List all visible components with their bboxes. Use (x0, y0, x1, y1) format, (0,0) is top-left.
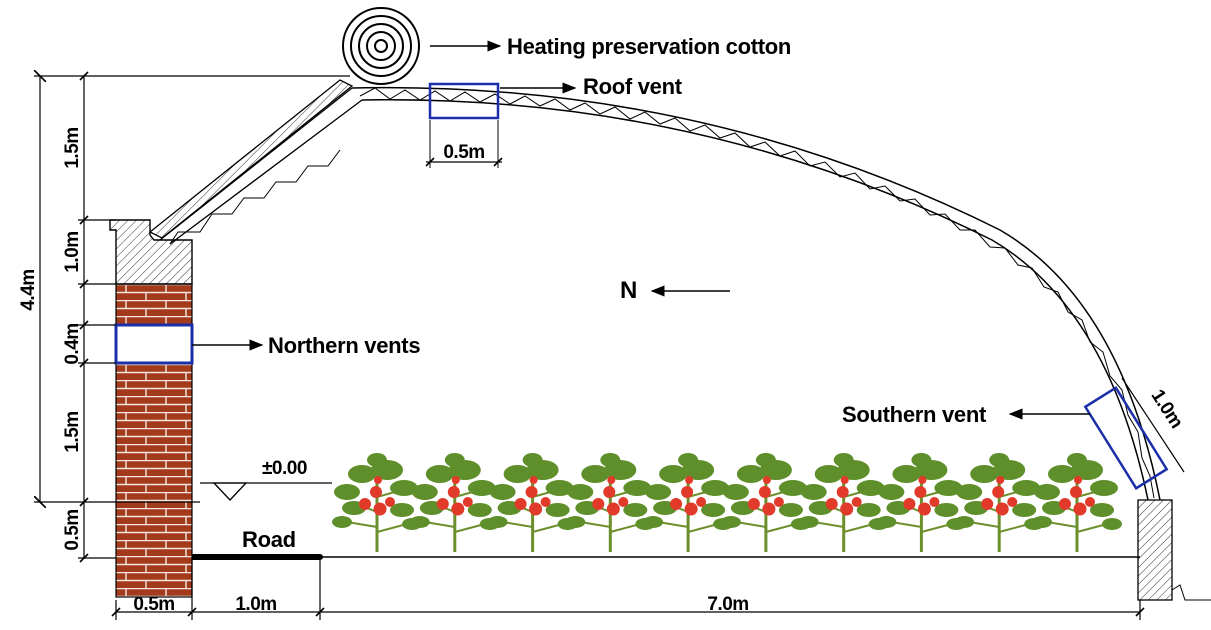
dim-upper-roof: 1.5m (62, 127, 83, 168)
tomato-plant (1030, 451, 1124, 554)
wall-cap (109, 219, 193, 285)
tomato-plant (563, 451, 657, 554)
dim-span: 7.0m (707, 594, 748, 615)
southern-vent-box (1083, 386, 1169, 490)
dim-wall-cap: 1.0m (62, 231, 83, 272)
dim-wall-lower: 1.5m (62, 411, 83, 452)
north-label: N (620, 277, 637, 304)
elevation-marker-icon (212, 482, 248, 501)
dim-road-width: 1.0m (235, 594, 276, 615)
arch-outer (351, 86, 1161, 501)
northern-vents-label: Northern vents (268, 333, 420, 358)
tomato-plant (719, 451, 813, 554)
tomato-plants (330, 451, 1124, 554)
arch-truss-zigzag (359, 87, 1155, 499)
tomato-plant (874, 451, 968, 554)
cotton-roll-icon (342, 7, 420, 85)
south-wall (1137, 499, 1173, 601)
road-label: Road (242, 527, 296, 552)
dim-vent-height: 0.4m (62, 323, 83, 364)
tomato-plant (330, 451, 424, 554)
tomato-plant (641, 451, 735, 554)
tomato-plant (408, 451, 502, 554)
tomato-plant (952, 451, 1046, 554)
dim-wall-width: 0.5m (133, 594, 174, 615)
dim-below-ground: 0.5m (62, 509, 83, 550)
heating-cotton-label: Heating preservation cotton (507, 34, 791, 59)
dim-total-height: 4.4m (18, 269, 39, 310)
elevation-label: ±0.00 (262, 458, 307, 479)
northern-vent-box (114, 323, 194, 365)
tomato-plant (797, 451, 891, 554)
roof-vent-box (428, 82, 500, 120)
dim-roof-vent-width: 0.5m (443, 142, 484, 163)
southern-vent-label: Southern vent (842, 402, 987, 427)
rear-roof-insulation (148, 79, 354, 239)
roof-vent-label: Roof vent (583, 74, 683, 99)
tomato-plant (486, 451, 580, 554)
